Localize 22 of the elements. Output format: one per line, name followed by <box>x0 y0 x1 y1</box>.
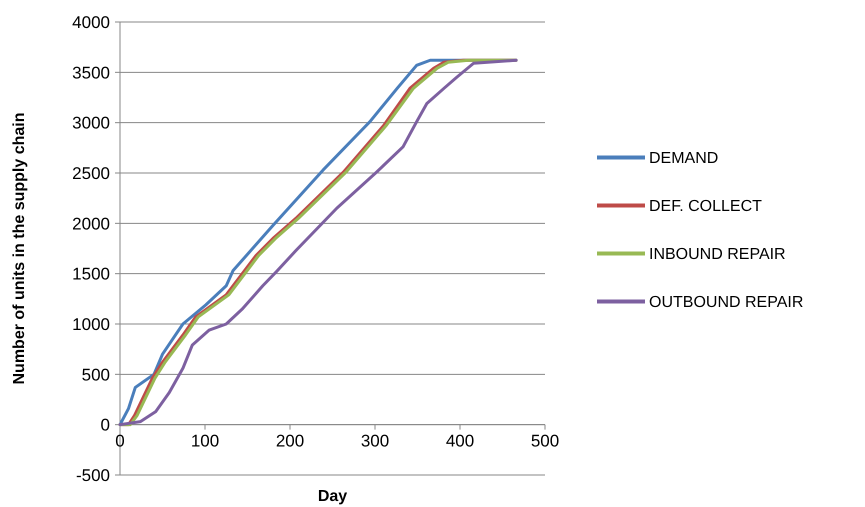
y-tick-label: 2000 <box>72 214 110 234</box>
x-tick-label: 500 <box>530 432 560 451</box>
x-tick-label: 200 <box>276 432 304 451</box>
y-tick-label: 4000 <box>72 12 110 32</box>
legend-label: DEF. COLLECT <box>649 198 762 216</box>
y-tick-label: 0 <box>100 416 110 435</box>
y-tick-label: -500 <box>76 466 110 485</box>
y-axis-title: Number of units in the supply chain <box>11 112 28 385</box>
legend-label: DEMAND <box>649 150 718 168</box>
y-tick-label: 3000 <box>72 114 110 133</box>
y-tick-label: 2500 <box>72 164 110 183</box>
x-tick-label: 0 <box>115 432 125 451</box>
legend-label: OUTBOUND REPAIR <box>649 294 804 312</box>
legend-label: INBOUND REPAIR <box>649 246 786 264</box>
y-tick-label: 3500 <box>72 63 110 82</box>
y-tick-label: 1000 <box>72 314 110 334</box>
y-tick-label: 500 <box>82 365 110 384</box>
x-tick-label: 100 <box>190 432 220 451</box>
x-tick-label: 400 <box>446 432 474 451</box>
y-tick-label: 1500 <box>72 264 110 284</box>
x-tick-label: 300 <box>360 432 390 451</box>
x-axis-title: Day <box>318 488 348 505</box>
